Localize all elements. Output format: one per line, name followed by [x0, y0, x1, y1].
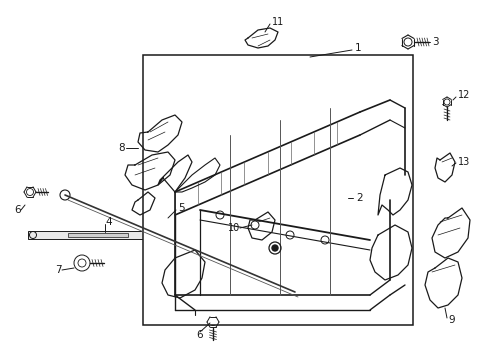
Text: 2: 2: [355, 193, 362, 203]
Text: 13: 13: [457, 157, 469, 167]
Text: 6: 6: [196, 330, 202, 340]
Circle shape: [271, 245, 278, 251]
Text: 11: 11: [271, 17, 284, 27]
Bar: [28, 231, 176, 239]
Text: 5: 5: [178, 203, 184, 213]
Text: 7: 7: [55, 265, 61, 275]
Text: 10: 10: [227, 223, 240, 233]
Text: 4: 4: [105, 217, 111, 227]
Bar: [142, 55, 412, 325]
Bar: [68, 233, 128, 237]
Ellipse shape: [329, 202, 341, 207]
Text: 1: 1: [354, 43, 361, 53]
Text: 9: 9: [447, 315, 454, 325]
Bar: [329, 186, 341, 204]
Text: 8: 8: [118, 143, 124, 153]
Ellipse shape: [329, 184, 341, 189]
Text: 12: 12: [457, 90, 469, 100]
Text: 3: 3: [431, 37, 438, 47]
Text: 6: 6: [14, 205, 20, 215]
